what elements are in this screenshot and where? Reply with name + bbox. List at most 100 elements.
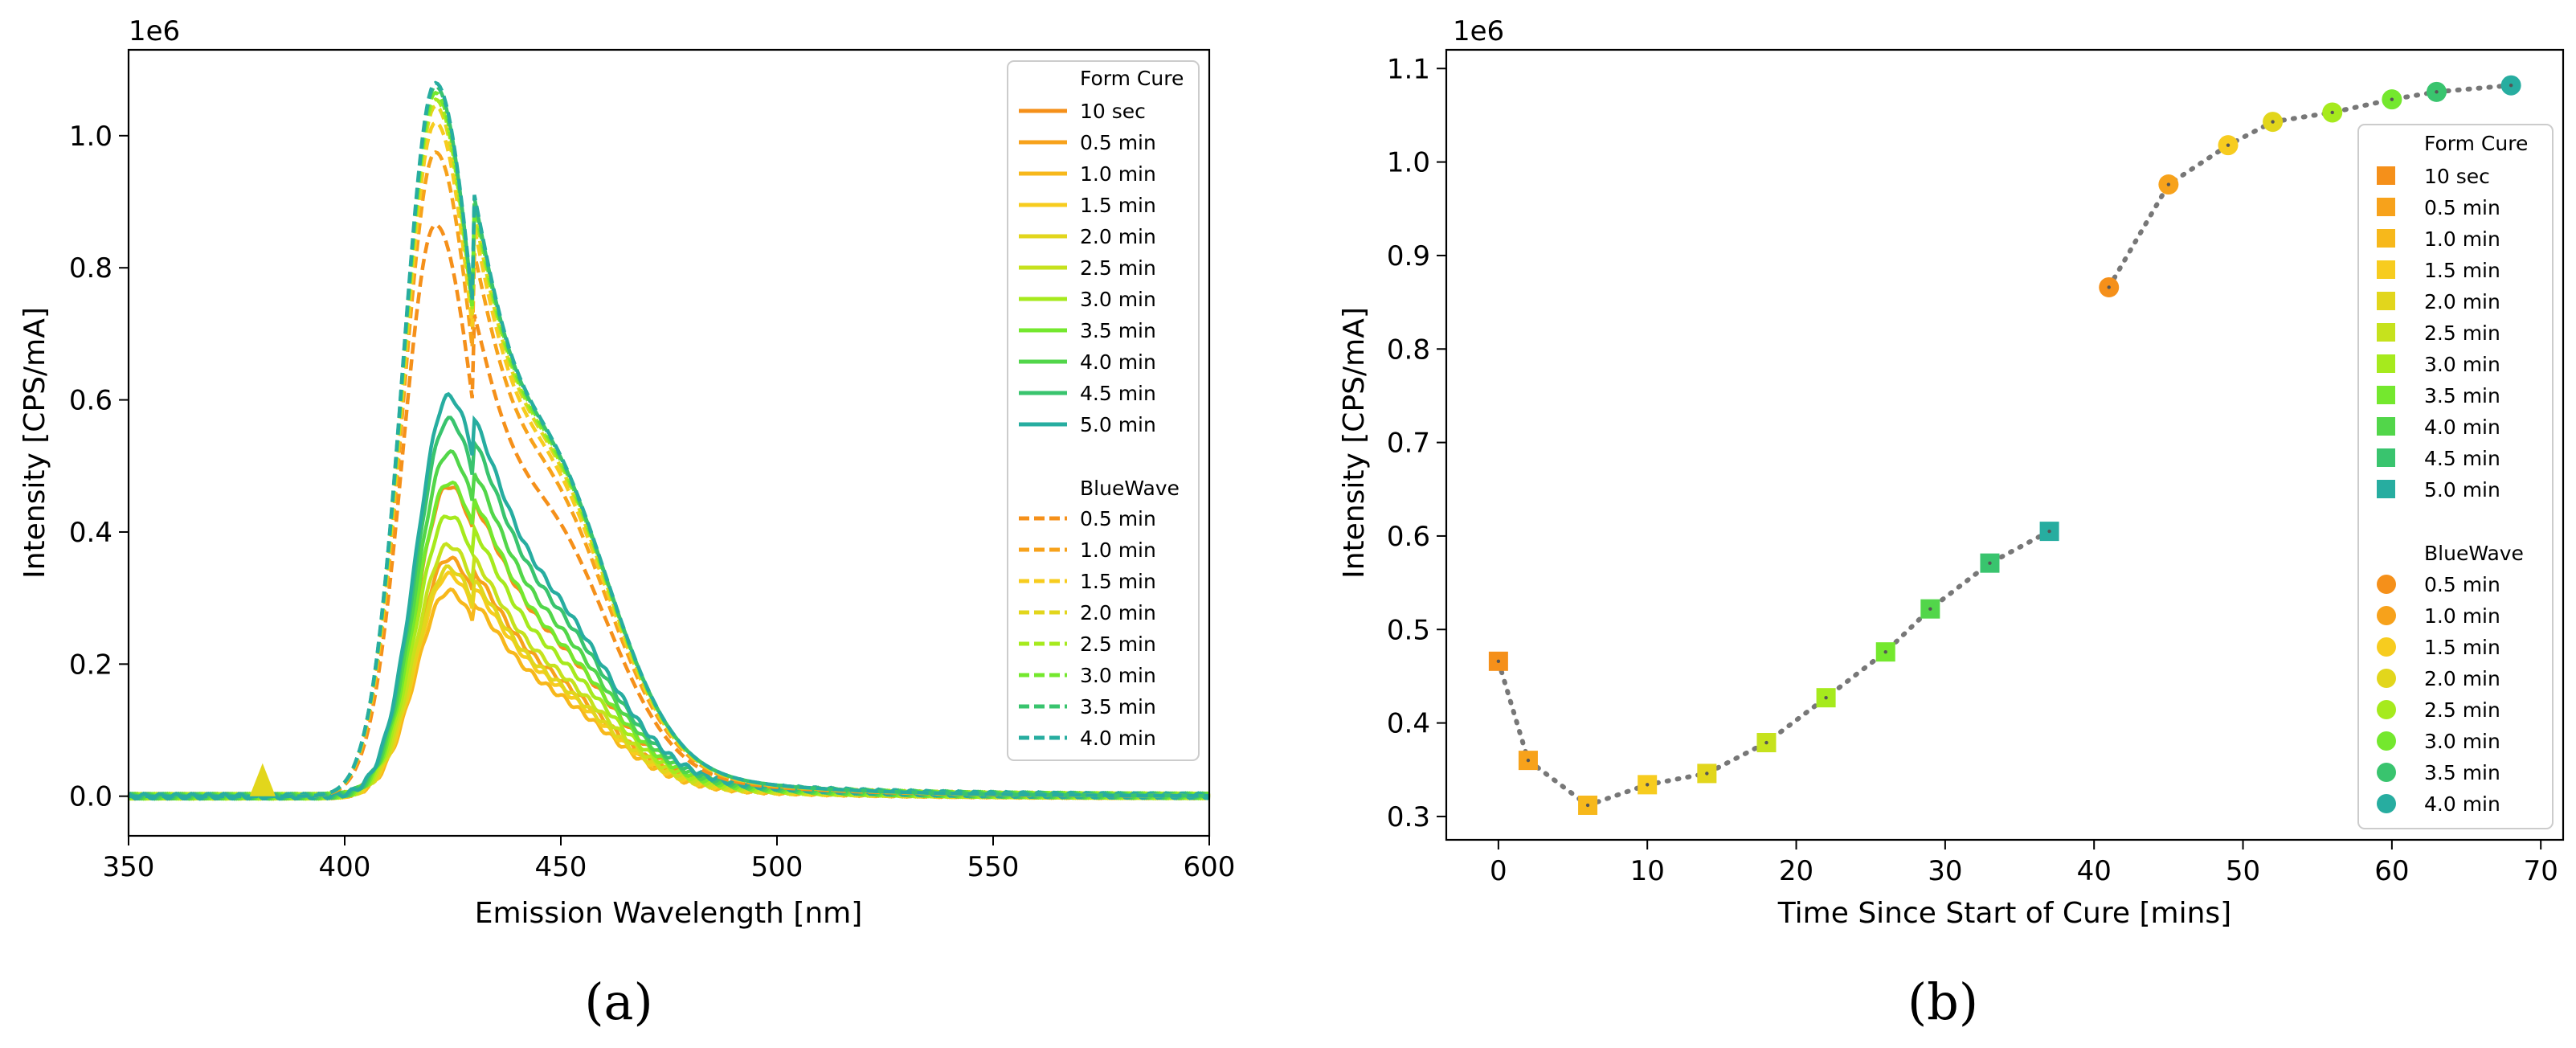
chart-a-legend-label: 4.5 min: [1080, 382, 1156, 405]
chart-b-x-tick-label: 70: [2524, 855, 2558, 887]
chart-b-point-center: [1526, 758, 1531, 763]
chart-b-point-center: [2509, 84, 2513, 88]
chart-a-legend-label: 5.0 min: [1080, 413, 1156, 436]
chart-b-legend-swatch: [2377, 448, 2395, 467]
chart-b-legend-swatch: [2377, 731, 2396, 751]
chart-b-legend-label: 1.0 min: [2424, 604, 2500, 628]
chart-a-y-tick-label: 0.2: [69, 649, 112, 681]
chart-b-y-exponent: 1e6: [1453, 15, 1504, 47]
chart-a-legend-label: 1.0 min: [1080, 162, 1156, 186]
chart-b-legend-swatch: [2377, 198, 2395, 216]
chart-b-x-tick-label: 60: [2374, 855, 2409, 887]
chart-b-y-axis-label: Intensity [CPS/mA]: [1338, 307, 1371, 579]
chart-b-y-tick-label: 1.1: [1387, 53, 1430, 85]
chart-b-legend-swatch: [2377, 606, 2396, 625]
chart-b-y-tick-label: 0.3: [1387, 801, 1430, 833]
chart-b-point-center: [1824, 695, 1828, 700]
chart-b-legend-label: 2.0 min: [2424, 667, 2500, 690]
chart-b-y-tick-label: 0.7: [1387, 428, 1430, 460]
chart-b-point-center: [2107, 285, 2111, 289]
chart-b-x-tick-label: 30: [1928, 855, 1962, 887]
chart-a-legend-label: 0.5 min: [1080, 131, 1156, 154]
chart-b-point-center: [2390, 97, 2394, 101]
chart-b-legend-swatch: [2377, 637, 2396, 657]
chart-a-legend-bluewave-title: BlueWave: [1080, 477, 1180, 500]
chart-a-x-tick-label: 500: [751, 851, 803, 883]
chart-b-legend-swatch: [2377, 292, 2395, 310]
chart-b-legend-swatch: [2377, 480, 2395, 498]
chart-b-legend-swatch: [2377, 386, 2395, 404]
chart-a-y-tick-label: 0.6: [69, 385, 112, 417]
chart-b-point-center: [2047, 529, 2051, 534]
chart-b-legend-label: 4.0 min: [2424, 416, 2500, 439]
chart-b-legend-swatch: [2377, 794, 2396, 813]
chart-b: 0 10 20 30 40 50 60 70 0.3 0.4 0.5 0.6 0.7 0.8 0.9 1.0…: [1338, 15, 2565, 1031]
chart-a-y-tick-label: 0.4: [69, 517, 112, 549]
chart-b-legend-swatch: [2377, 700, 2396, 719]
chart-a-legend-label: 1.0 min: [1080, 538, 1156, 562]
chart-a-legend-label: 4.0 min: [1080, 350, 1156, 374]
chart-b-point-center: [2226, 143, 2230, 147]
chart-a-legend-label: 4.0 min: [1080, 727, 1156, 750]
chart-b-x-ticks: 0 10 20 30 40 50 60 70: [1490, 840, 2558, 887]
chart-b-legend-swatch: [2377, 166, 2395, 185]
chart-b-frame: [1445, 48, 2565, 841]
chart-a-legend-label: 2.0 min: [1080, 225, 1156, 248]
chart-a-frame: [127, 48, 1211, 837]
chart-b-legend-label: 4.5 min: [2424, 447, 2500, 470]
chart-b-x-tick-label: 0: [1490, 855, 1507, 887]
chart-b-legend-swatch: [2377, 669, 2396, 688]
chart-b-point-center: [1764, 740, 1768, 745]
chart-b-legend-label: 1.5 min: [2424, 636, 2500, 659]
chart-b-point-center: [1496, 659, 1501, 664]
chart-a-legend-label: 10 sec: [1080, 100, 1146, 123]
chart-a-x-tick-label: 550: [967, 851, 1020, 883]
chart-b-legend-label: 3.5 min: [2424, 384, 2500, 407]
chart-b-legend-label: 3.5 min: [2424, 761, 2500, 784]
chart-a-series-layer: [127, 80, 1211, 801]
chart-a-legend-label: 3.0 min: [1080, 664, 1156, 687]
chart-b-legend-bluewave-title: BlueWave: [2424, 542, 2524, 565]
chart-b-legend-label: 2.5 min: [2424, 321, 2500, 345]
chart-a: 350 400 450 500 550 600 0.0 0.2 0.4 0.6 0.8 1.0 1e…: [18, 15, 1235, 1031]
chart-a-series-bluewave-4.0-min: [129, 80, 1209, 798]
chart-b-legend-swatch: [2377, 417, 2395, 436]
chart-b-y-tick-label: 0.4: [1387, 708, 1430, 740]
chart-a-legend-label: 2.5 min: [1080, 632, 1156, 656]
chart-a-y-tick-label: 0.0: [69, 781, 112, 813]
chart-a-panel-label: (a): [584, 972, 652, 1031]
chart-a-legend-label: 1.5 min: [1080, 194, 1156, 217]
chart-a-legend-label: 2.5 min: [1080, 256, 1156, 280]
chart-a-x-axis-label: Emission Wavelength [nm]: [475, 897, 863, 930]
chart-a-x-ticks: 350 400 450 500 550 600: [103, 836, 1235, 883]
chart-a-legend-form-title: Form Cure: [1080, 67, 1184, 90]
chart-b-point-center: [2166, 182, 2171, 186]
chart-b-legend-label: 1.0 min: [2424, 227, 2500, 251]
chart-b-point-center: [1928, 607, 1932, 611]
chart-b-point-center: [1988, 561, 1992, 565]
chart-b-x-axis-label: Time Since Start of Cure [mins]: [1777, 897, 2231, 930]
chart-b-legend-label: 1.5 min: [2424, 259, 2500, 282]
chart-b-legend-label: 4.0 min: [2424, 792, 2500, 816]
chart-b-legend-form-title: Form Cure: [2424, 132, 2528, 155]
chart-b-point-center: [1646, 783, 1650, 787]
chart-a-legend-label: 3.0 min: [1080, 288, 1156, 311]
chart-b-y-ticks: 0.3 0.4 0.5 0.6 0.7 0.8 0.9 1.0 1.1: [1387, 53, 1446, 833]
chart-a-legend-label: 0.5 min: [1080, 507, 1156, 530]
chart-b-y-tick-label: 0.9: [1387, 240, 1430, 272]
chart-b-legend-swatch: [2377, 260, 2395, 279]
chart-a-legend-label: 3.5 min: [1080, 319, 1156, 342]
chart-b-point-center: [2271, 120, 2275, 124]
chart-b-point-center: [1883, 649, 1887, 654]
chart-a-legend-label: 2.0 min: [1080, 601, 1156, 624]
chart-b-x-tick-label: 10: [1630, 855, 1665, 887]
chart-b-y-tick-label: 0.8: [1387, 334, 1430, 366]
chart-b-series-layer: [1488, 75, 2521, 815]
chart-b-legend-label: 0.5 min: [2424, 196, 2500, 219]
chart-a-y-exponent: 1e6: [129, 15, 180, 47]
chart-b-legend-label: 2.5 min: [2424, 698, 2500, 722]
chart-b-legend-frame: [2357, 124, 2554, 829]
chart-a-legend-entries: 10 sec 0.5 min 1.0 min 1.5 min 2.0 min 2.5 mi…: [1019, 100, 1156, 750]
